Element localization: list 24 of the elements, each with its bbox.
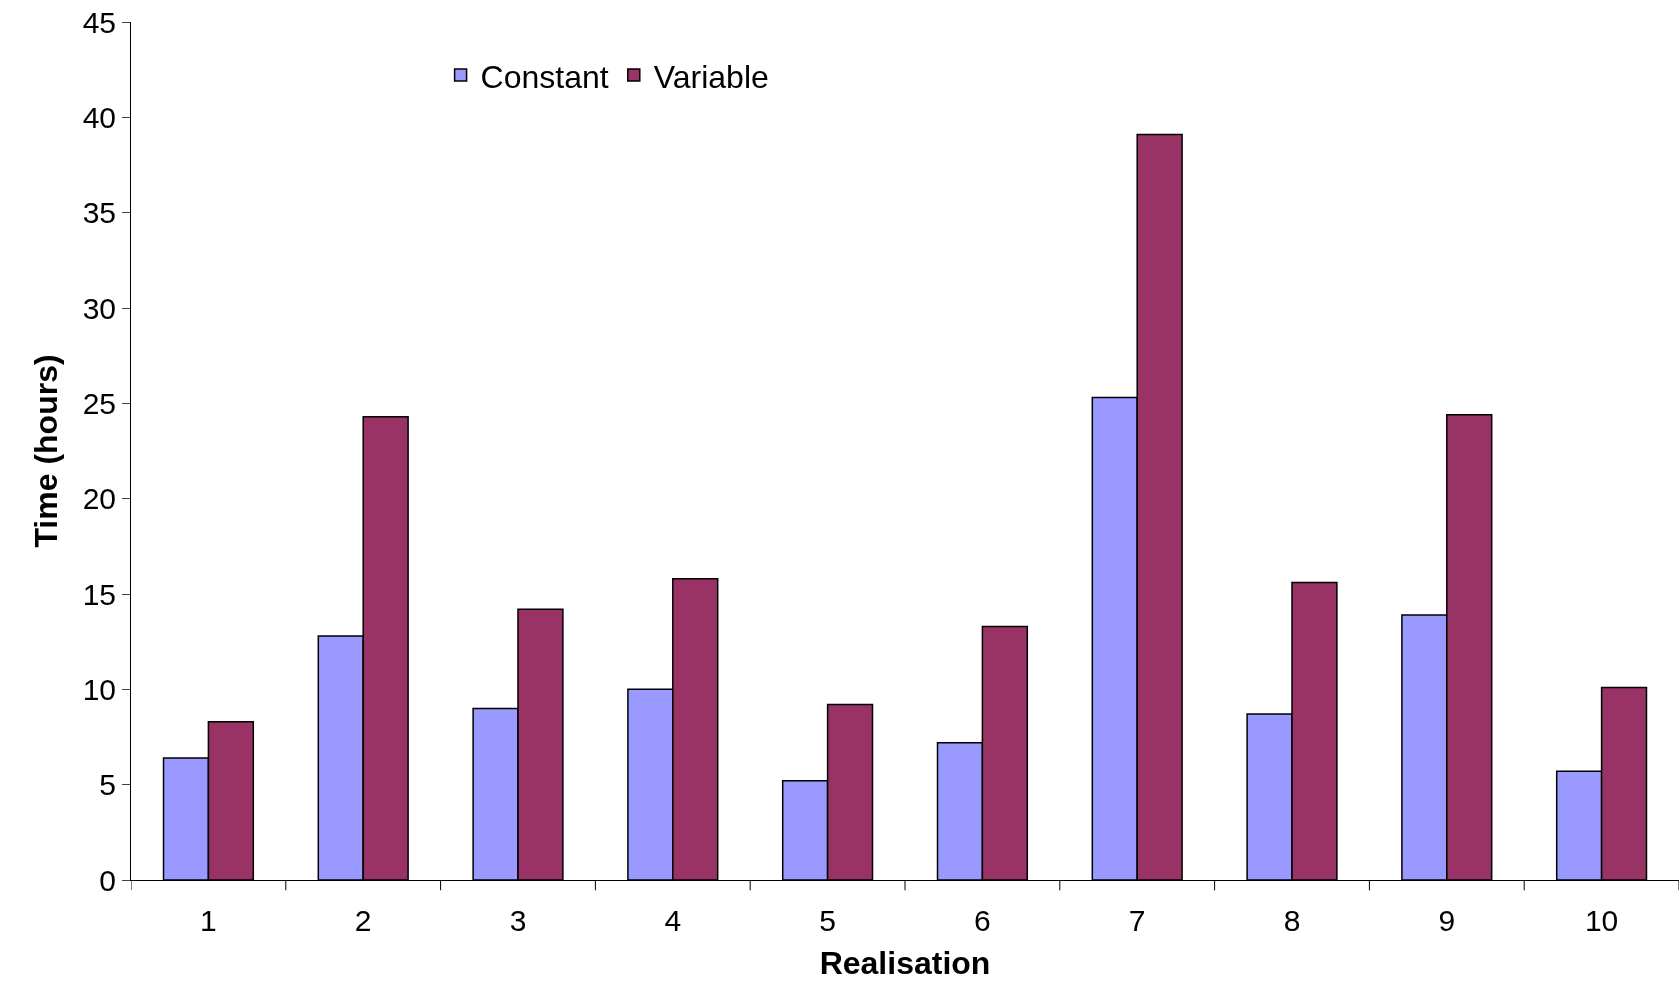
x-tick-label: 10 — [1584, 904, 1619, 937]
y-tick-label: 10 — [82, 672, 116, 706]
x-tick-label: 4 — [664, 904, 682, 937]
legend-label: Constant — [480, 58, 609, 95]
x-tick-label: 1 — [200, 904, 217, 937]
y-tick-label: 30 — [82, 291, 116, 325]
x-tick-label: 9 — [1438, 904, 1456, 937]
x-tick-label: 6 — [974, 904, 991, 937]
y-axis-title: Time (hours) — [27, 354, 64, 548]
y-tick-label: 15 — [82, 577, 116, 611]
x-tick-label: 3 — [509, 904, 527, 937]
x-tick-label: 5 — [819, 904, 836, 937]
x-axis-title: Realisation — [819, 944, 991, 981]
x-tick-label: 2 — [354, 904, 372, 937]
x-tick-label: 8 — [1283, 904, 1301, 937]
y-tick-label: 5 — [99, 768, 116, 802]
y-tick-label: 40 — [82, 100, 116, 134]
x-tick-label: 7 — [1128, 904, 1146, 937]
y-tick-label: 45 — [82, 5, 116, 39]
y-tick-label: 20 — [82, 482, 116, 516]
y-tick-label: 25 — [82, 386, 116, 420]
y-tick-label: 35 — [82, 196, 116, 230]
y-tick-label: 0 — [99, 863, 116, 897]
legend-label: Variable — [653, 58, 769, 95]
